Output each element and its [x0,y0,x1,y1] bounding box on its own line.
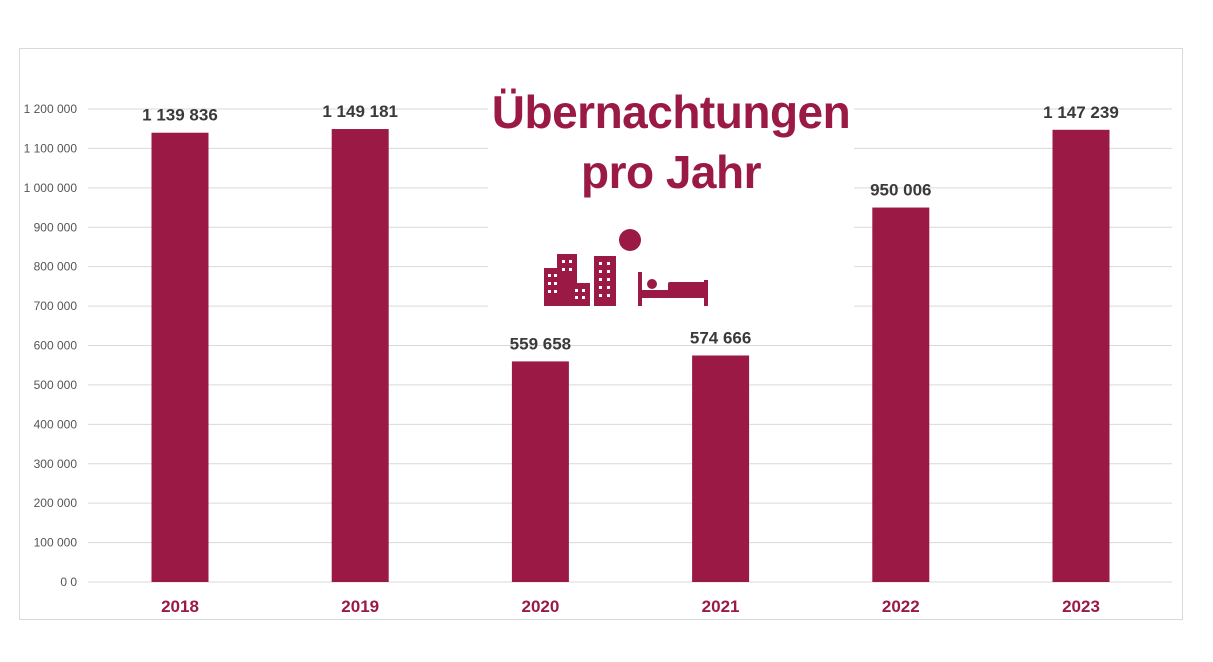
data-label-2022: 950 006 [870,181,931,200]
y-tick-label: 900 000 [34,220,78,234]
y-tick-label: 600 000 [34,339,78,353]
bar-2022 [872,207,930,582]
y-tick-label: 1 000 000 [24,181,78,195]
y-tick-label: 1 100 000 [24,141,78,155]
bar-2021 [692,355,750,582]
x-tick-label-2021: 2021 [702,597,740,616]
y-axis-tick-labels: 0 0 100 000 200 000 300 000 400 000 500 000 60… [24,102,78,589]
bar-2023 [1052,129,1110,582]
chart-title-line-1: Übernachtungen [491,86,851,138]
data-labels: 1 139 836 1 149 181 559 658 574 666 950 006 1… [142,102,1119,353]
y-tick-label: 500 000 [34,378,78,392]
data-label-2021: 574 666 [690,328,751,347]
y-tick-label: 400 000 [34,417,78,431]
hotel-buildings-and-bed-icon [544,229,708,306]
data-label-2018: 1 139 836 [142,106,218,125]
y-tick-label: 1 200 000 [24,102,78,116]
y-tick-label: 0 0 [60,575,77,589]
bar-2018 [151,132,209,582]
data-label-2020: 559 658 [510,334,571,353]
bar-2020 [511,361,569,582]
x-tick-label-2018: 2018 [161,597,199,616]
y-tick-label: 700 000 [34,299,78,313]
x-tick-label-2020: 2020 [521,597,559,616]
chart-frame [19,48,1183,620]
y-tick-label: 200 000 [34,496,78,510]
y-tick-label: 100 000 [34,536,78,550]
chart-title: Übernachtungen pro Jahr [488,82,854,202]
bars [151,129,1110,582]
data-label-2023: 1 147 239 [1043,103,1119,122]
title-panel: Übernachtungen pro Jahr [488,78,854,310]
x-tick-label-2019: 2019 [341,597,379,616]
y-tick-label: 300 000 [34,457,78,471]
data-label-2019: 1 149 181 [322,102,398,121]
bar-2019 [331,129,389,582]
chart-title-line-2: pro Jahr [580,146,762,198]
y-tick-label: 800 000 [34,260,78,274]
x-tick-label-2022: 2022 [882,597,920,616]
x-axis-tick-labels: 2018 2019 2020 2021 2022 2023 [161,597,1100,616]
x-tick-label-2023: 2023 [1062,597,1100,616]
